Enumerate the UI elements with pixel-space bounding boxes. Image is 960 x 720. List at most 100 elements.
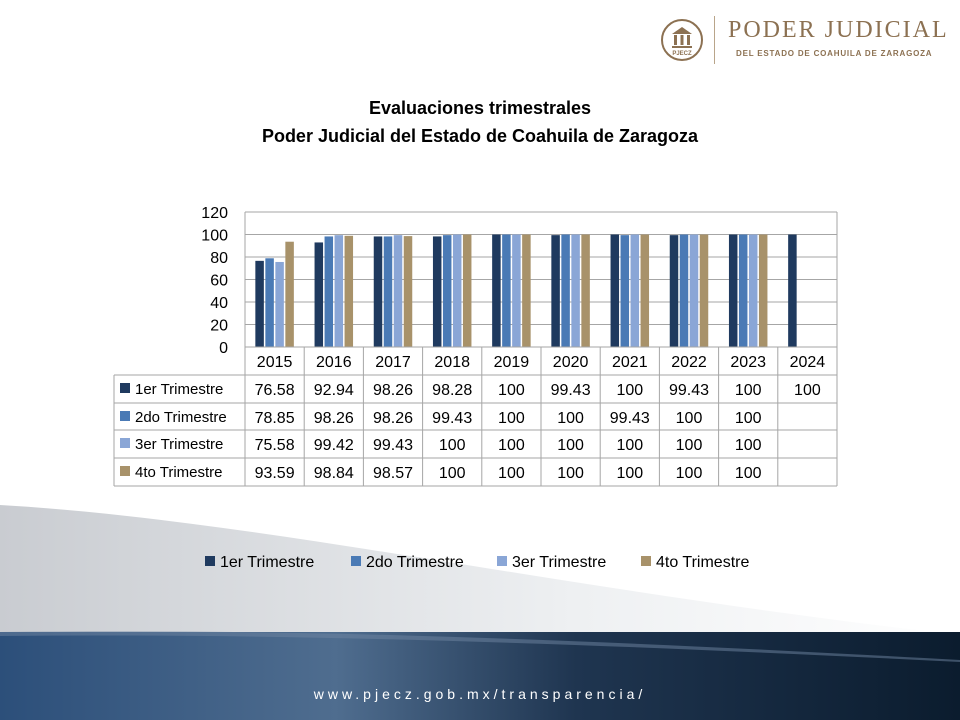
data-label: 100: [498, 382, 525, 399]
data-label: 100: [735, 437, 762, 454]
table-legend-swatch: [120, 438, 130, 448]
table-series-name: 1er Trimestre: [135, 381, 223, 398]
legend-label: 4to Trimestre: [656, 554, 749, 571]
legend-swatch: [205, 556, 215, 566]
footer-band: [0, 632, 960, 720]
bar: [324, 236, 334, 347]
bar: [679, 234, 689, 347]
bar: [373, 236, 383, 347]
bar: [492, 234, 501, 347]
x-category-label: 2016: [316, 354, 352, 371]
bar: [403, 236, 413, 347]
bar: [462, 234, 472, 347]
y-tick-label: 60: [210, 273, 228, 290]
data-label: 99.43: [432, 410, 472, 427]
footer-highlight: [0, 631, 960, 662]
logo: PJECZ PODER JUDICIAL DEL ESTADO DE COAHU…: [660, 14, 950, 66]
table-legend-swatch: [120, 466, 130, 476]
data-label: 100: [616, 437, 643, 454]
bar: [275, 261, 284, 347]
chart-title: Evaluaciones trimestrales: [368, 98, 592, 118]
bar: [502, 234, 511, 347]
data-label: 99.43: [373, 437, 413, 454]
table-legend-swatch: [120, 383, 130, 393]
y-tick-label: 20: [210, 318, 228, 335]
table-series-name: 2do Trimestre: [135, 409, 227, 426]
data-label: 100: [735, 465, 762, 482]
bar: [314, 242, 324, 347]
data-label: 98.26: [373, 382, 413, 399]
data-label: 99.42: [314, 437, 354, 454]
legend-swatch: [351, 556, 361, 566]
x-category-label: 2015: [257, 354, 293, 371]
logo-subtitle: DEL ESTADO DE COAHUILA DE ZARAGOZA: [736, 49, 933, 58]
data-label: 98.26: [373, 410, 413, 427]
bar: [383, 236, 393, 347]
legend-swatch: [641, 556, 651, 566]
x-category-label: 2022: [671, 354, 707, 371]
bar: [738, 234, 748, 347]
data-label: 100: [676, 410, 703, 427]
data-label: 100: [735, 410, 762, 427]
x-category-label: 2018: [434, 354, 470, 371]
logo-divider: [714, 16, 715, 64]
y-tick-label: 100: [201, 228, 228, 245]
data-label: 100: [439, 465, 466, 482]
data-label: 100: [616, 465, 643, 482]
bar: [442, 235, 452, 347]
data-label: 78.85: [255, 410, 295, 427]
svg-text:PJECZ: PJECZ: [672, 51, 692, 57]
bar: [551, 235, 560, 347]
bar: [265, 258, 274, 347]
x-category-label: 2024: [790, 354, 826, 371]
y-tick-label: 0: [219, 340, 228, 357]
bar: [630, 234, 640, 347]
x-category-label: 2021: [612, 354, 648, 371]
x-category-label: 2020: [553, 354, 589, 371]
bar: [285, 241, 294, 347]
legend-swatch: [497, 556, 507, 566]
bar: [699, 234, 709, 347]
bar: [255, 260, 264, 347]
bar: [788, 234, 797, 347]
data-label: 100: [794, 382, 821, 399]
bar: [748, 234, 758, 347]
bar: [522, 234, 531, 347]
x-category-label: 2023: [730, 354, 766, 371]
data-label: 100: [498, 465, 525, 482]
y-tick-label: 120: [201, 205, 228, 222]
bar: [561, 234, 570, 347]
x-category-label: 2017: [375, 354, 411, 371]
data-label: 98.28: [432, 382, 472, 399]
data-label: 98.57: [373, 465, 413, 482]
bar: [452, 234, 462, 347]
bar: [571, 234, 580, 347]
bar: [728, 234, 738, 347]
bar: [344, 235, 354, 347]
data-label: 100: [676, 437, 703, 454]
table-series-name: 3er Trimestre: [135, 436, 223, 453]
footer-url: www.pjecz.gob.mx/transparencia/: [313, 686, 647, 702]
data-label: 98.84: [314, 465, 354, 482]
y-tick-label: 80: [210, 250, 228, 267]
data-label: 100: [557, 410, 584, 427]
data-label: 93.59: [255, 465, 295, 482]
logo-name: PODER JUDICIAL: [728, 17, 949, 43]
data-label: 75.58: [255, 437, 295, 454]
data-label: 100: [498, 437, 525, 454]
chart-subtitle: Poder Judicial del Estado de Coahuila de…: [261, 126, 699, 146]
data-label: 100: [439, 437, 466, 454]
bar: [432, 236, 442, 347]
table-series-name: 4to Trimestre: [135, 464, 223, 481]
data-label: 92.94: [314, 382, 354, 399]
bar: [610, 234, 620, 347]
bar: [334, 235, 344, 347]
data-label: 99.43: [551, 382, 591, 399]
data-label: 100: [498, 410, 525, 427]
bar: [640, 234, 650, 347]
seal-icon: PJECZ: [661, 19, 703, 61]
bar: [669, 235, 679, 347]
table-legend-swatch: [120, 411, 130, 421]
